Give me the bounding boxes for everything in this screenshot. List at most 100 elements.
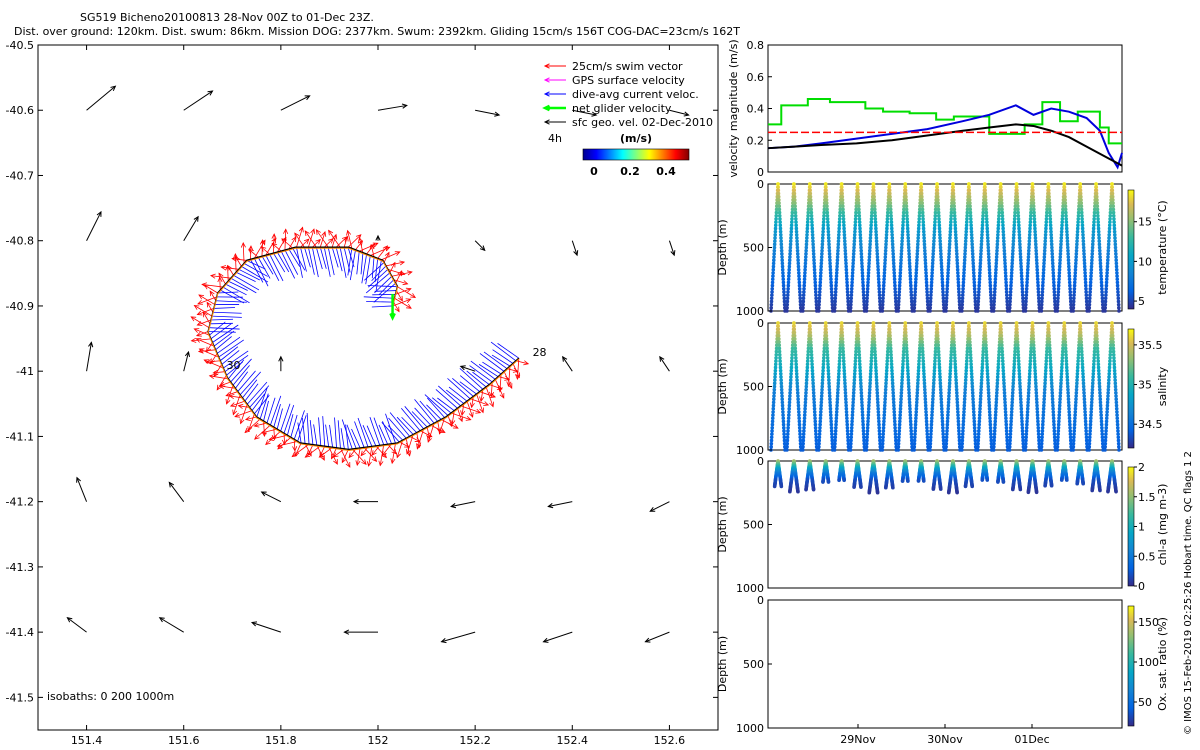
profile-point [839,185,844,189]
profile-point [919,330,924,335]
profile-point [1108,207,1113,212]
profile-point [972,413,976,417]
map-y-tick-label: -40.6 [6,104,34,117]
swim-vector [263,421,265,437]
swim-vector [316,229,329,248]
profile-point [907,261,912,266]
profile-point [1114,261,1119,266]
profile-point [813,429,818,433]
profile-point [1067,264,1071,269]
profile-point [868,245,872,250]
profile-point [1031,194,1035,199]
profile-point [961,429,965,433]
profile-point [1089,406,1094,411]
profile-point [1106,394,1110,398]
profile-point [1087,306,1092,310]
profile-point [1011,248,1015,253]
profile-point [1059,236,1064,240]
profile-point [984,356,989,360]
profile-point [972,277,976,282]
profile-point [828,403,833,408]
swim-vector [331,234,337,248]
profile-point [1031,201,1036,205]
profile-point [773,375,777,379]
profile-point [836,378,841,382]
profile-point [999,333,1004,338]
profile-point [1113,375,1117,379]
profile-point [774,210,779,215]
profile-point [921,223,926,228]
current-vector [293,410,305,440]
profile-point [781,271,785,275]
profile-point [899,400,903,405]
profile-point [812,394,816,398]
profile-point [873,207,877,212]
profile-point [811,239,815,243]
profile-point [978,258,983,263]
profile-point [804,242,809,247]
profile-point [932,226,937,231]
profile-point [801,438,806,443]
profile-point [778,226,783,231]
profile-point [1112,359,1116,363]
geo-velocity-arrow [280,95,310,111]
profile-point [794,365,799,370]
profile-points [769,321,1121,452]
profile-point [1115,416,1120,421]
profile-point [896,309,901,313]
swim-vector [498,376,510,380]
profile-point [1063,330,1067,335]
profile-point [1021,299,1025,304]
swim-vector-head [227,264,233,271]
profile-point [1030,182,1035,186]
profile-point [1056,429,1061,433]
current-vector [242,379,258,399]
profile-point [827,248,832,253]
profile-point [957,293,961,297]
profile-point [928,299,933,304]
profile-point [881,429,886,433]
profile-point [952,337,956,341]
swim-vector [368,446,373,467]
profile-point [1034,252,1039,256]
profile-point [993,277,998,282]
swim-vector-head [371,450,377,456]
profile-point [929,422,934,427]
profile-point [925,438,930,443]
profile-point [814,293,818,297]
profile-point [867,261,871,266]
profile-point [982,182,987,186]
profile-point [1090,252,1095,256]
chart-title: SG519 Bicheno20100813 28-Nov 00Z to 01-D… [80,11,374,24]
profile-point [811,252,816,256]
profile-point [967,194,972,199]
profile-point [834,277,839,282]
profile-point [1059,239,1063,243]
swim-vector [409,436,420,442]
profile-point [810,226,815,231]
profile-point [859,245,863,250]
profile-point [1035,277,1040,282]
profile-point [1011,236,1016,240]
profile-point [930,406,935,411]
profile-point [778,223,783,228]
profile-point [1042,261,1046,266]
profile-point [813,419,818,424]
profile-point [1027,378,1032,382]
profile-point [977,283,981,288]
profile-point [1020,425,1025,430]
profile-point [1002,391,1007,395]
profile-point [970,387,975,392]
profile-point [770,416,775,421]
profile-point [928,296,933,301]
profile-point [999,340,1004,344]
profile-point [913,422,918,427]
profile-point [868,236,873,240]
profile-point [1051,416,1056,421]
profile-point [877,419,881,424]
profile-point [1063,204,1068,209]
profile-point [970,245,975,250]
profile-point [893,432,898,436]
swim-vector [347,234,362,248]
